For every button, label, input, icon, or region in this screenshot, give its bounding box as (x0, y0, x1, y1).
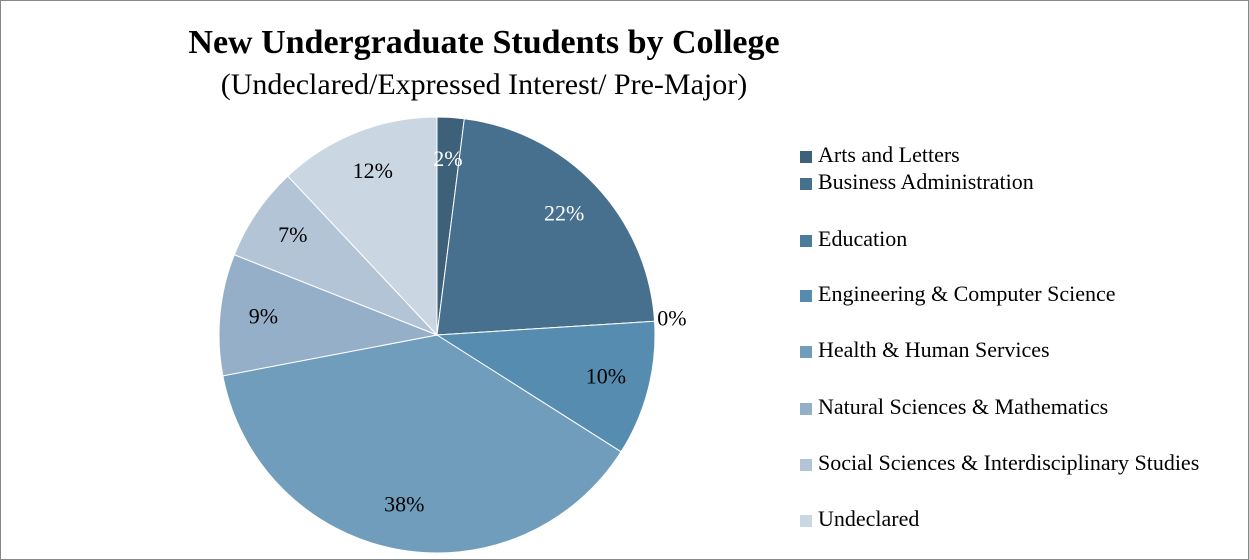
chart-subtitle: (Undeclared/Expressed Interest/ Pre-Majo… (221, 68, 747, 101)
chart-title: New Undergraduate Students by College (188, 24, 779, 61)
pie-slice (222, 334, 622, 554)
legend-label: Arts and Letters (818, 142, 960, 167)
legend-label: Social Sciences & Interdisciplinary Stud… (818, 450, 1199, 475)
legend-swatch (800, 346, 812, 358)
legend-swatch (800, 290, 812, 302)
legend-label: Health & Human Services (818, 337, 1050, 362)
legend-swatch (800, 403, 812, 415)
pie-slice (287, 116, 438, 337)
legend-swatch (800, 235, 812, 247)
legend-swatch (800, 178, 812, 190)
legend-label: Undeclared (818, 506, 919, 531)
legend-label: Education (818, 226, 907, 251)
pie-slice (218, 254, 439, 377)
data-label: 12% (353, 158, 393, 183)
data-label: 9% (249, 304, 278, 329)
legend-label: Business Administration (818, 169, 1034, 194)
legend-swatch (800, 151, 812, 163)
data-label: 38% (384, 491, 424, 516)
data-label: 2% (433, 146, 462, 171)
data-label: 0% (657, 305, 686, 330)
data-label: 22% (544, 201, 584, 226)
data-label: 7% (278, 222, 307, 247)
pie-slice (435, 320, 656, 453)
data-label: 10% (586, 363, 626, 388)
legend-label: Engineering & Computer Science (818, 281, 1116, 306)
legend-label: Natural Sciences & Mathematics (818, 394, 1108, 419)
legend-swatch (800, 459, 812, 471)
legend-swatch (800, 515, 812, 527)
pie-slice (436, 118, 656, 336)
